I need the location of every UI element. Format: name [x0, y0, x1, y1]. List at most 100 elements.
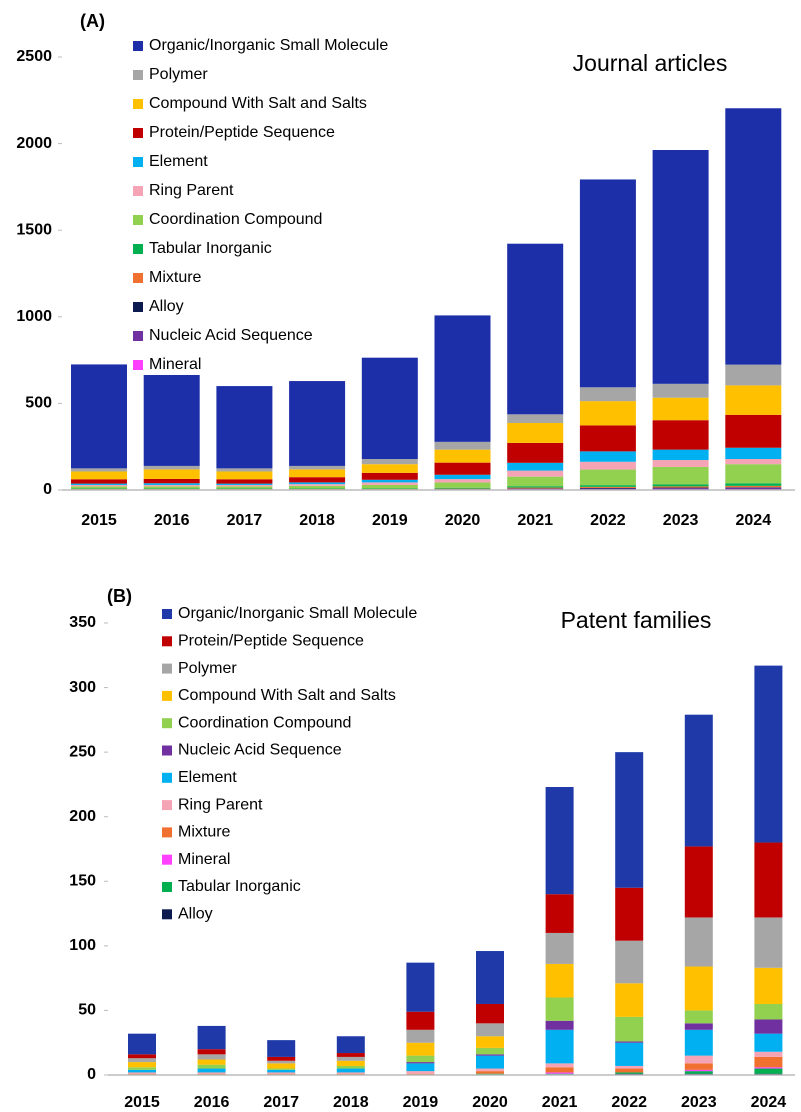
legend-swatch [162, 882, 172, 892]
bar-segment [197, 1068, 226, 1073]
annotation: Patent families [561, 607, 712, 633]
legend-label: Mixture [149, 269, 202, 286]
bar-segment [476, 1055, 504, 1069]
y-tick-label: 350 [69, 614, 96, 631]
bar-segment [406, 1055, 435, 1063]
legend-label: Mixture [178, 824, 231, 841]
bar-segment [216, 488, 273, 489]
x-tick-label: 2021 [517, 512, 553, 529]
legend-swatch [162, 609, 172, 619]
bar-segment [684, 1069, 713, 1072]
legend-swatch [133, 360, 143, 370]
bar-segment [336, 1060, 365, 1066]
bar-segment [434, 462, 491, 475]
bar-segment [267, 1068, 296, 1070]
bar-segment [579, 401, 636, 426]
bar-segment [197, 1064, 226, 1069]
bar-segment [684, 1055, 713, 1064]
bar-segment [289, 381, 346, 466]
bar-segment [725, 487, 782, 490]
bar-segment [507, 486, 564, 488]
legend-label: Nucleic Acid Sequence [178, 742, 342, 759]
bar-segment [361, 484, 418, 489]
bar-segment [615, 940, 644, 984]
x-tick-label: 2024 [751, 1094, 787, 1111]
y-tick-label: 250 [69, 743, 96, 760]
bar-segment [406, 1011, 435, 1030]
bar-segment [267, 1072, 296, 1074]
bar-segment [754, 1051, 783, 1057]
bar-segment [725, 414, 782, 448]
x-tick-label: 2019 [372, 512, 408, 529]
bar-segment [216, 486, 273, 489]
legend-label: Tabular Inorganic [178, 878, 301, 895]
legend-swatch [133, 273, 143, 283]
bar-segment [615, 1065, 644, 1069]
bar-segment [216, 386, 273, 469]
legend-label: Alloy [149, 298, 184, 315]
annotation: Journal articles [573, 50, 728, 76]
bar-segment [406, 1042, 435, 1056]
bar-segment [615, 1041, 644, 1043]
legend-label: Organic/Inorganic Small Molecule [178, 605, 417, 622]
bar-segment [476, 1054, 504, 1056]
bar-segment [545, 1072, 574, 1074]
bar-segment [476, 1047, 504, 1055]
bar-segment [143, 465, 200, 470]
bar-segment [545, 1020, 574, 1030]
bar-segment [143, 478, 200, 484]
legend-swatch [162, 909, 172, 920]
bar-segment [197, 1025, 226, 1050]
bar-segment [434, 488, 491, 490]
bar-segment [754, 1056, 783, 1068]
bar-segment [476, 1071, 504, 1074]
bar-segment [754, 967, 783, 1004]
bar-segment [507, 462, 564, 471]
bar-segment [579, 461, 636, 470]
bar-segment [143, 486, 200, 489]
legend-swatch [133, 302, 143, 312]
y-tick-label: 300 [69, 679, 96, 696]
x-tick-label: 2022 [590, 512, 626, 529]
bar-segment [289, 485, 346, 489]
x-tick-label: 2019 [403, 1094, 439, 1111]
bar-segment [545, 787, 574, 895]
x-tick-label: 2021 [542, 1094, 578, 1111]
bar-segment [754, 1068, 783, 1074]
bar-segment [507, 487, 564, 489]
legend-label: Ring Parent [149, 182, 234, 199]
bar-segment [615, 1068, 644, 1073]
legend-swatch [162, 772, 172, 783]
bar-segment [476, 1023, 504, 1037]
y-tick-label: 2000 [16, 135, 52, 152]
bar-segment [507, 243, 564, 415]
y-tick-label: 200 [69, 808, 96, 825]
bar-segment [143, 484, 200, 487]
bar-segment [507, 476, 564, 487]
bar-segment [434, 487, 491, 489]
bar-segment [476, 1068, 504, 1072]
bar-segment [71, 468, 127, 472]
bar-segment [197, 1049, 226, 1055]
bar-segment [579, 451, 636, 462]
bar-segment [361, 472, 418, 480]
bar-segment [361, 479, 418, 483]
bar-segment [267, 1063, 296, 1069]
bar-segment [507, 488, 564, 490]
bar-segment [267, 1040, 296, 1057]
bar-segment [71, 479, 127, 484]
bar-segment [507, 422, 564, 443]
panel-label: (B) [107, 586, 132, 606]
bar-segment [579, 469, 636, 486]
bar-segment [71, 471, 127, 480]
panel-label: (A) [80, 11, 105, 31]
bar-segment [406, 1063, 435, 1072]
legend-swatch [133, 186, 143, 196]
bar-segment [336, 1065, 365, 1069]
bar-segment [216, 471, 273, 480]
bar-segment [71, 483, 127, 485]
bar-segment [579, 486, 636, 488]
bar-segment [197, 1054, 226, 1060]
bar-segment [725, 458, 782, 465]
